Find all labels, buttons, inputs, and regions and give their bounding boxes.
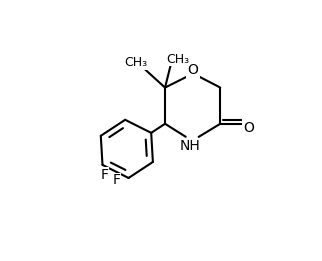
Text: NH: NH — [179, 139, 200, 153]
Text: CH₃: CH₃ — [124, 56, 147, 69]
Text: O: O — [243, 121, 254, 135]
Text: CH₃: CH₃ — [166, 52, 189, 66]
Text: F: F — [112, 173, 120, 187]
Text: F: F — [100, 168, 109, 182]
Text: O: O — [188, 63, 199, 77]
